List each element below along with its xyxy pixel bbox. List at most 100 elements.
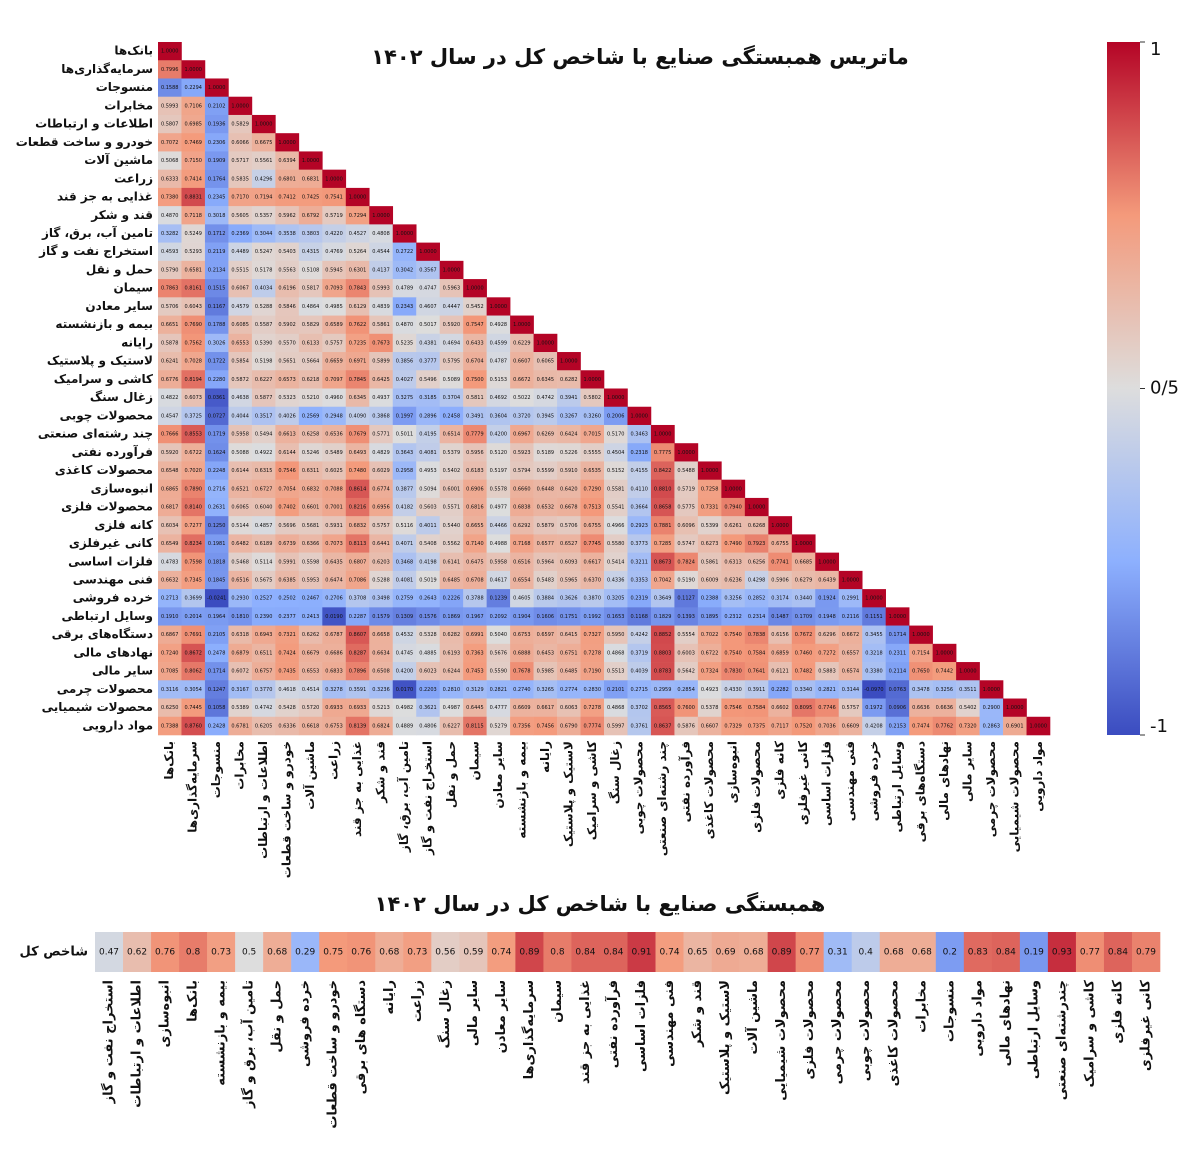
cell-value: 0.7672 <box>795 632 813 638</box>
heatmap-cell <box>791 662 816 681</box>
cell-value: 0.6601 <box>302 505 320 511</box>
heatmap-cell <box>604 424 628 444</box>
heatmap-cell <box>744 570 769 590</box>
heatmap-cell <box>181 114 206 134</box>
heatmap-cell <box>510 607 534 626</box>
column-label: سرمایه‌گذاری‌ها <box>186 741 200 833</box>
cell-value: 0.1904 <box>513 614 531 620</box>
cell-value: 0.2428 <box>208 723 226 729</box>
column-label: فرآورده نفتی <box>678 741 694 822</box>
heatmap-cell <box>275 479 300 499</box>
column-label: نهادهای مالی <box>937 741 951 821</box>
cell-value: 0.6385 <box>278 577 296 583</box>
column-label: غذایی به جز قند <box>350 741 364 837</box>
heatmap-cell <box>932 643 957 663</box>
heatmap-cell <box>204 315 229 335</box>
cell-value: 0.5468 <box>231 559 249 565</box>
cell-value: 0.3463 <box>630 432 648 438</box>
heatmap-cell <box>275 643 300 663</box>
heatmap-cell <box>392 607 417 626</box>
heatmap-cell <box>439 570 464 590</box>
strip-category: سایر مالی <box>466 980 481 1046</box>
cell-value: 0.6485 <box>443 577 461 583</box>
strip-category: مخابرات <box>914 980 929 1033</box>
strip-category: فرآورده نفتی <box>604 980 621 1068</box>
heatmap-cell <box>181 260 206 280</box>
heatmap-cell <box>298 260 323 280</box>
cell-value: 0.2006 <box>607 413 625 419</box>
heatmap-cell <box>557 424 581 444</box>
heatmap-cell <box>251 151 276 170</box>
heatmap-cell <box>580 406 605 426</box>
heatmap-cell <box>627 625 652 645</box>
heatmap-cell <box>768 643 793 663</box>
cell-value: 0.5675 <box>255 577 273 583</box>
cell-value: 0.5555 <box>584 450 602 456</box>
cell-value: 0.7547 <box>466 322 484 328</box>
cell-value: 0.6023 <box>419 669 437 675</box>
heatmap-cell <box>181 352 206 371</box>
column-label: مخابرات <box>233 741 247 790</box>
cell-value: 0.5599 <box>537 468 555 474</box>
cell-value: 0.8607 <box>349 632 367 638</box>
cell-value: 0.5323 <box>278 395 296 401</box>
row-label: حمل و نقل <box>86 262 153 277</box>
cell-value: 1.0000 <box>466 286 484 292</box>
cell-value: 0.3868 <box>372 413 390 419</box>
heatmap-cell <box>228 96 253 116</box>
row-label: لاستیک و پلاستیک <box>47 354 153 369</box>
cell-value: 0.2706 <box>325 596 343 602</box>
heatmap-cell <box>251 698 276 718</box>
heatmap-cell <box>416 534 440 553</box>
cell-value: 0.5811 <box>466 395 484 401</box>
heatmap-cell <box>228 552 253 572</box>
cell-value: 0.5965 <box>560 577 578 583</box>
cell-value: 0.7460 <box>795 650 813 656</box>
heatmap-cell <box>369 443 394 462</box>
cell-value: 0.6888 <box>513 650 531 656</box>
cell-value: 0.5872 <box>231 377 249 383</box>
column-label: قند و شکر <box>374 741 389 804</box>
cell-value: 0.7540 <box>724 650 742 656</box>
strip-value: 0.31 <box>828 948 848 958</box>
heatmap-cell <box>510 552 534 572</box>
heatmap-cell <box>322 570 347 590</box>
heatmap-cell <box>604 479 628 499</box>
cell-value: 0.5378 <box>701 705 719 711</box>
cell-value: 0.3720 <box>513 413 531 419</box>
cell-value: 1.0000 <box>490 304 508 310</box>
cell-value: 0.2759 <box>396 596 414 602</box>
heatmap-cell <box>251 169 276 189</box>
heatmap-cell <box>416 297 440 316</box>
heatmap-cell <box>533 443 558 462</box>
cell-value: 0.3440 <box>795 596 813 602</box>
cell-value: 0.2900 <box>983 705 1001 711</box>
heatmap-cell <box>744 680 769 699</box>
heatmap-cell <box>251 370 276 389</box>
heatmap-cell <box>439 716 464 736</box>
cell-value: 0.3260 <box>584 413 602 419</box>
cell-value: 0.6597 <box>537 632 555 638</box>
heatmap-cell <box>533 388 558 408</box>
cell-value: 0.6066 <box>231 140 249 146</box>
cell-value: 0.8553 <box>184 432 202 438</box>
heatmap-cell <box>416 260 440 280</box>
cell-value: 0.6867 <box>161 632 179 638</box>
cell-value: 0.3498 <box>372 596 390 602</box>
cell-value: -0.0241 <box>207 596 226 602</box>
cell-value: 0.6617 <box>584 559 602 565</box>
cell-value: 0.7762 <box>936 723 954 729</box>
heatmap-cell <box>251 187 276 207</box>
cell-value: 0.5288 <box>255 304 273 310</box>
cell-value: 1.0000 <box>325 176 343 182</box>
strip-category: استخراج نفت و گاز <box>101 980 117 1104</box>
row-label: اطلاعات و ارتباطات <box>35 117 153 132</box>
strip-cell <box>347 932 376 972</box>
heatmap-cell <box>463 352 487 371</box>
heatmap-cell <box>322 279 347 298</box>
column-label: سایر مالی <box>960 741 974 802</box>
cell-value: 0.3704 <box>443 395 461 401</box>
heatmap-cell <box>791 589 816 608</box>
heatmap-cell <box>416 388 440 408</box>
heatmap-cell <box>204 698 229 718</box>
